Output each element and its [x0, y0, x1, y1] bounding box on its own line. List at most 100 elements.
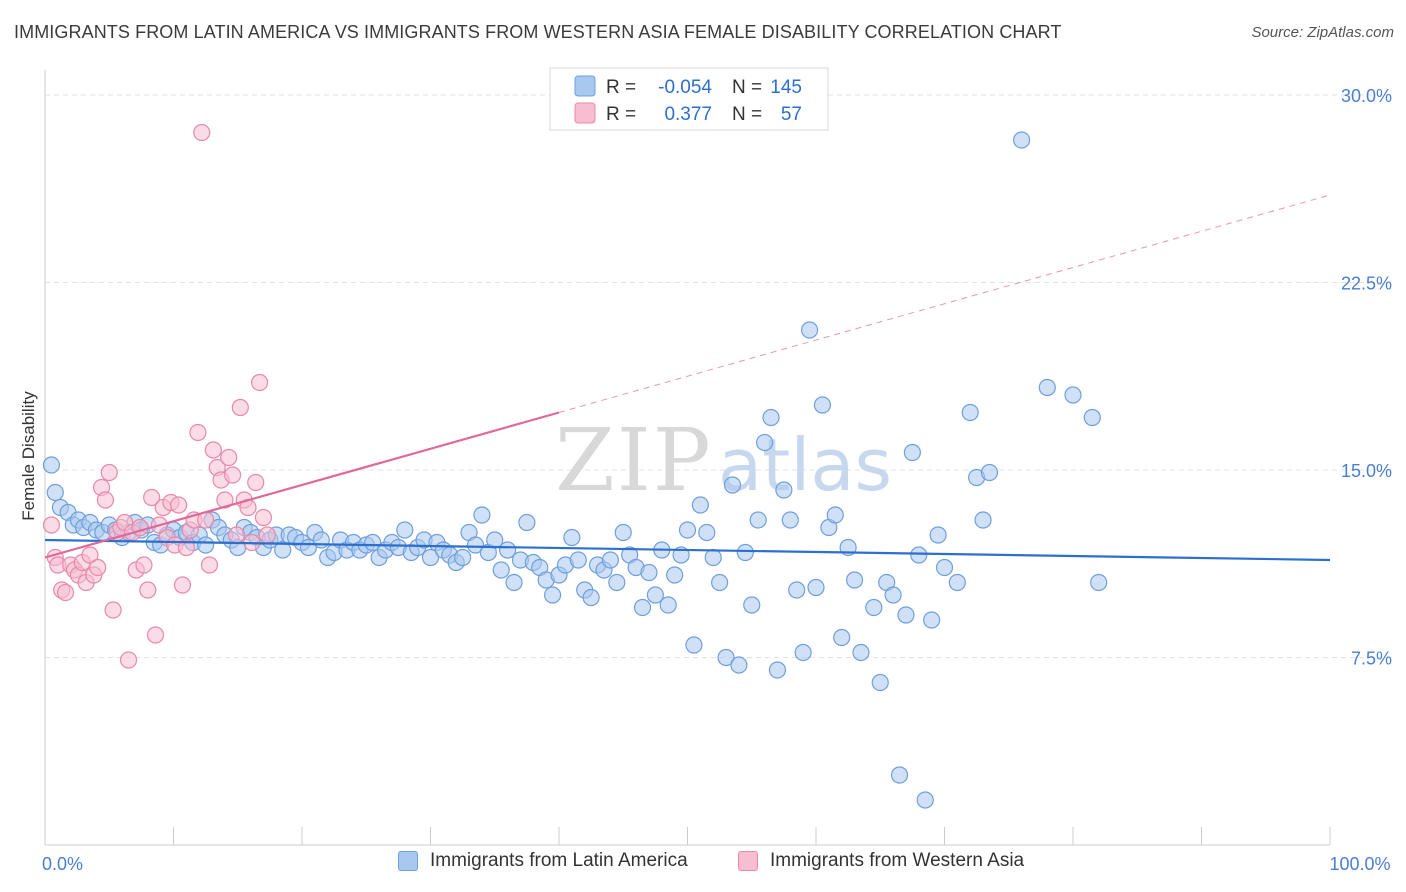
latin-america-point-0	[42, 456, 61, 474]
legend-bottom-swatch-latin-america	[398, 851, 418, 871]
latin-america-point-83	[569, 551, 587, 569]
western-asia-point-35	[177, 538, 195, 557]
latin-america-point-112	[755, 433, 774, 452]
latin-america-point-97	[659, 596, 677, 614]
latin-america-point-60	[421, 548, 440, 567]
grid-lines	[45, 94, 1392, 658]
latin-america-point-123	[826, 506, 844, 524]
western-asia-point-14	[96, 491, 114, 509]
latin-america-point-94	[640, 563, 658, 582]
legend-bottom-label-western-asia: Immigrants from Western Asia	[770, 850, 1025, 871]
latin-america-point-71	[492, 561, 510, 579]
western-asia-point-46	[220, 448, 238, 467]
legend-swatch-western-asia	[574, 102, 596, 124]
western-asia-point-39	[193, 123, 211, 142]
western-asia-point-12	[89, 558, 107, 577]
legend-r-label-1: R =	[606, 77, 636, 98]
legend-bottom: Immigrants from Latin America Immigrants…	[0, 850, 1406, 880]
western-asia-point-15	[100, 463, 118, 482]
y-tick-label-3: 30.0%	[1341, 86, 1392, 106]
watermark-zip: ZIP	[555, 411, 713, 511]
latin-america-point-126	[845, 571, 864, 589]
latin-america-point-95	[646, 586, 664, 604]
x-tick-labels: 0.0% 100.0%	[42, 854, 1391, 874]
latin-america-point-37	[274, 541, 292, 559]
latin-america-point-68	[473, 506, 491, 524]
latin-america-point-43	[312, 531, 330, 549]
legend-item-latin-america: Immigrants from Latin America	[398, 850, 688, 872]
latin-america-point-109	[736, 543, 754, 562]
latin-america-point-25	[197, 536, 215, 554]
legend-bottom-label-latin-america: Immigrants from Latin America	[430, 850, 688, 871]
legend-bottom-swatch-western-asia	[738, 851, 758, 871]
latin-america-point-104	[704, 548, 722, 567]
latin-america-point-144	[980, 463, 999, 482]
y-axis-label: Female Disability	[19, 391, 38, 521]
legend-r-value-1: -0.054	[658, 77, 712, 98]
axes	[44, 70, 1331, 846]
x-tick-label-1: 100.0%	[1329, 854, 1390, 874]
latin-america-point-132	[890, 766, 909, 784]
western-asia-point-42	[204, 441, 222, 459]
legend-n-value-2: 57	[781, 104, 802, 125]
watermark-atlas: atlas	[718, 423, 892, 507]
latin-america-point-100	[678, 521, 697, 539]
latin-america-point-113	[762, 408, 780, 427]
latin-america-point-135	[910, 546, 928, 564]
latin-america-point-67	[466, 536, 485, 554]
western-asia-point-26	[143, 488, 161, 507]
latin-america-point-51	[364, 533, 382, 552]
latin-america-point-102	[691, 496, 709, 514]
legend-n-label-2: N =	[732, 104, 762, 125]
x-tick-label-0: 0.0%	[42, 854, 83, 874]
latin-america-point-115	[775, 481, 793, 499]
latin-america-point-145	[1012, 131, 1031, 149]
western-asia-point-4	[56, 583, 75, 602]
latin-america-point-120	[807, 578, 825, 597]
latin-america-point-127	[852, 643, 870, 662]
western-asia-point-56	[258, 526, 276, 544]
legend-top: R = -0.054 N = 145 R = 0.377 N = 57	[549, 67, 829, 131]
latin-america-point-147	[1064, 386, 1082, 404]
latin-america-point-56	[396, 521, 414, 539]
latin-america-point-93	[633, 598, 652, 617]
western-asia-point-41	[200, 556, 219, 574]
latin-america-point-98	[666, 566, 684, 584]
latin-america-point-119	[800, 321, 819, 339]
latin-america-point-139	[935, 558, 954, 577]
latin-america-point-121	[813, 396, 832, 414]
western-asia-point-33	[170, 496, 188, 514]
latin-america-point-82	[563, 528, 581, 547]
latin-america-point-88	[601, 551, 620, 569]
latin-america-point-146	[1038, 378, 1056, 397]
y-tick-label-2: 22.5%	[1341, 274, 1392, 294]
watermark: ZIP atlas	[555, 411, 892, 511]
latin-america-point-72	[499, 541, 517, 559]
western-asia-point-49	[231, 398, 249, 417]
legend-item-western-asia: Immigrants from Western Asia	[738, 850, 1024, 872]
latin-america-point-108	[730, 656, 748, 674]
y-tick-labels: 7.5% 15.0% 22.5% 30.0%	[1341, 86, 1392, 669]
latin-america-point-105	[711, 573, 729, 592]
trend-line-western-asia-extension	[558, 194, 1331, 413]
latin-america-point-73	[505, 573, 523, 592]
latin-america-point-143	[974, 511, 992, 529]
trend-line-latin-america	[44, 538, 1331, 562]
latin-america-point-137	[923, 611, 941, 629]
trend-lines	[44, 194, 1331, 562]
western-asia-point-54	[250, 373, 269, 392]
legend-n-value-1: 145	[770, 77, 802, 98]
latin-america-point-133	[897, 606, 915, 624]
legend-r-value-2: 0.377	[664, 104, 712, 125]
latin-america-point-110	[743, 596, 761, 614]
western-asia-point-55	[254, 508, 273, 527]
western-asia-point-24	[135, 556, 153, 574]
latin-america-point-111	[749, 511, 767, 529]
data-points	[42, 123, 1108, 809]
latin-america-point-136	[916, 791, 934, 809]
legend-r-label-2: R =	[606, 104, 636, 125]
latin-america-point-1	[46, 483, 64, 502]
western-asia-point-47	[224, 466, 242, 484]
latin-america-point-141	[961, 403, 979, 422]
latin-america-point-134	[903, 443, 921, 462]
